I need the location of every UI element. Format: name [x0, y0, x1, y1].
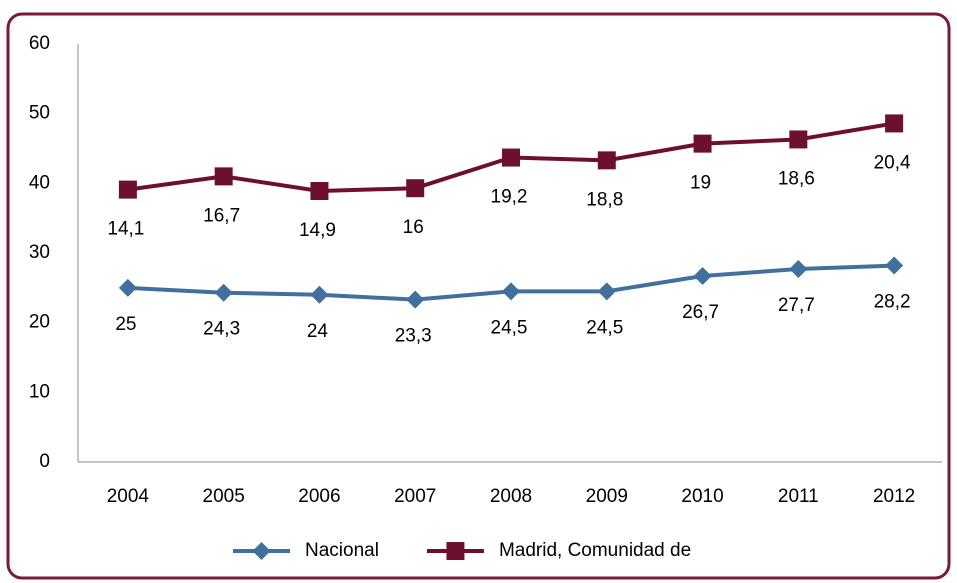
y-tick-label: 20 — [29, 312, 50, 333]
data-label: 19 — [690, 173, 711, 194]
marker — [597, 151, 616, 170]
x-tick-label: 2010 — [681, 486, 723, 507]
marker — [693, 266, 712, 285]
data-label: 18,6 — [778, 168, 815, 189]
data-label: 19,2 — [491, 187, 528, 208]
y-tick-label: 60 — [29, 33, 50, 54]
data-label: 20,4 — [874, 152, 911, 173]
marker — [214, 167, 233, 186]
data-label: 24,5 — [491, 317, 528, 338]
data-label: 28,2 — [874, 292, 911, 313]
x-tick-label: 2008 — [490, 486, 532, 507]
marker — [310, 285, 329, 304]
x-tick-label: 2012 — [873, 486, 915, 507]
y-tick-label: 50 — [29, 103, 50, 124]
marker — [789, 130, 808, 149]
x-tick-label: 2005 — [203, 486, 245, 507]
marker — [789, 260, 808, 279]
marker — [214, 283, 233, 302]
legend-label: Nacional — [305, 540, 379, 561]
data-label: 14,9 — [299, 220, 336, 241]
marker — [406, 290, 425, 309]
data-label: 24,5 — [586, 317, 623, 338]
marker — [502, 282, 520, 301]
marker — [118, 180, 137, 199]
x-tick-label: 2009 — [586, 486, 628, 507]
marker — [693, 134, 712, 153]
marker — [502, 148, 520, 167]
x-tick-label: 2011 — [778, 486, 819, 507]
x-tick-label: 2004 — [107, 486, 150, 507]
legend-marker — [446, 542, 465, 560]
data-label: 26,7 — [682, 302, 719, 323]
data-label: 16,7 — [203, 205, 240, 226]
x-tick-label: 2007 — [394, 486, 436, 507]
marker — [406, 179, 425, 198]
marker — [310, 181, 329, 200]
legend-label: Madrid, Comunidad de — [499, 540, 691, 561]
data-label: 24,3 — [203, 319, 240, 340]
y-tick-label: 0 — [39, 451, 50, 472]
data-label: 18,8 — [586, 189, 623, 210]
marker — [885, 114, 904, 133]
data-label: 16 — [403, 217, 424, 238]
legend-marker — [252, 542, 271, 560]
marker — [118, 278, 137, 297]
y-tick-label: 40 — [29, 172, 50, 193]
marker — [597, 282, 616, 301]
marker — [885, 256, 904, 275]
y-tick-label: 10 — [29, 381, 50, 402]
y-tick-label: 30 — [29, 242, 50, 263]
data-label: 23,3 — [395, 326, 432, 347]
x-tick-label: 2006 — [298, 486, 340, 507]
data-label: 24 — [307, 321, 329, 342]
data-label: 25 — [115, 314, 136, 335]
data-label: 14,1 — [107, 219, 144, 240]
data-label: 27,7 — [778, 295, 815, 316]
